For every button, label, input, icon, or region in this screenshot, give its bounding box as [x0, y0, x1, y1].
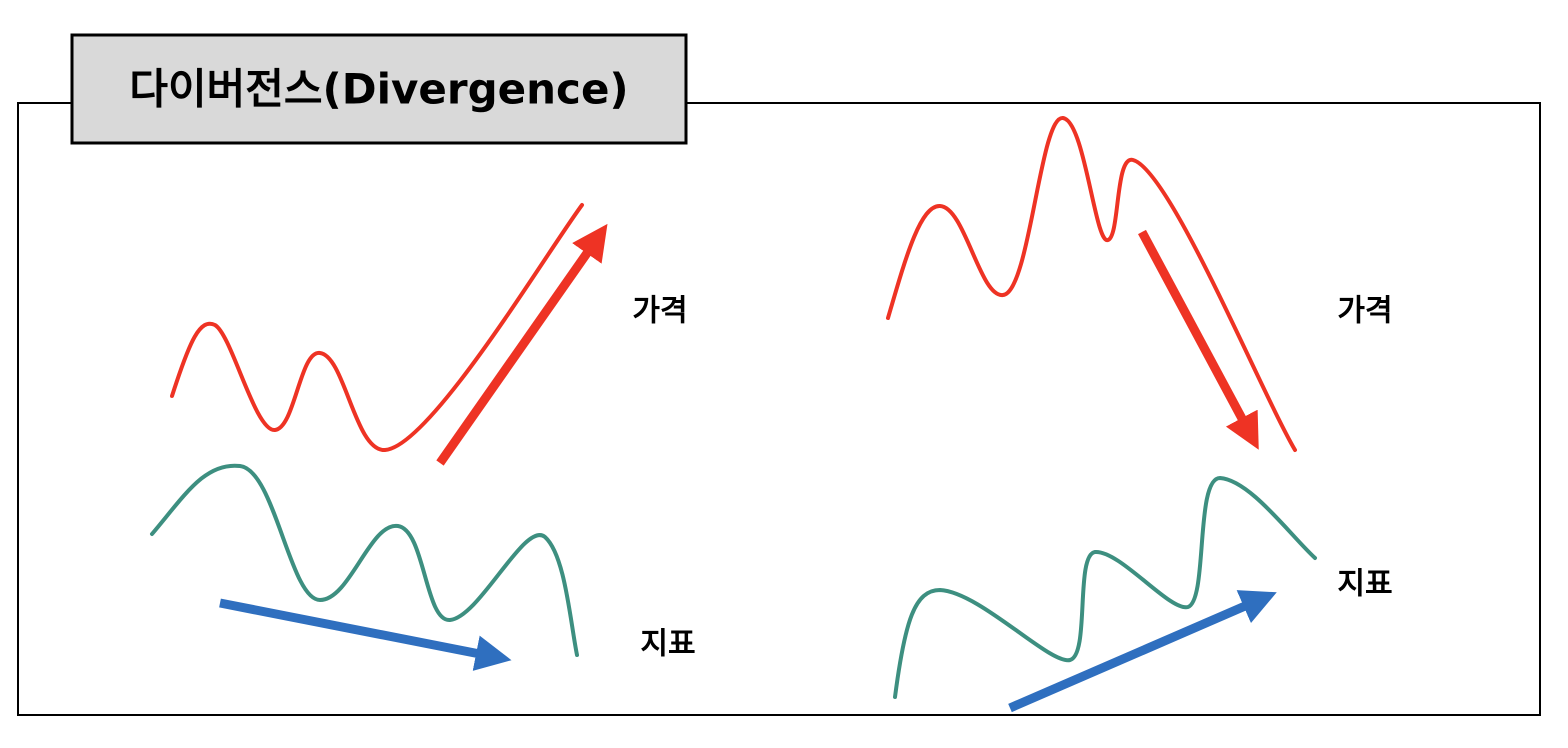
frame [17, 102, 1541, 716]
price-curve [886, 116, 1297, 452]
indicator-curve [893, 475, 1317, 699]
title: 다이버전스(Divergence) [129, 65, 628, 114]
title-box [70, 33, 688, 145]
price-arrow [436, 223, 608, 466]
price-label: 가격 [1337, 294, 1392, 329]
price-label: 가격 [632, 294, 687, 329]
indicator-arrow [219, 598, 512, 671]
indicator-arrow [1008, 590, 1277, 713]
price-arrow [1138, 229, 1259, 450]
indicator-label: 지표 [1337, 567, 1392, 602]
indicator-curve [150, 463, 579, 657]
indicator-label: 지표 [640, 627, 695, 662]
price-curve [170, 203, 584, 453]
